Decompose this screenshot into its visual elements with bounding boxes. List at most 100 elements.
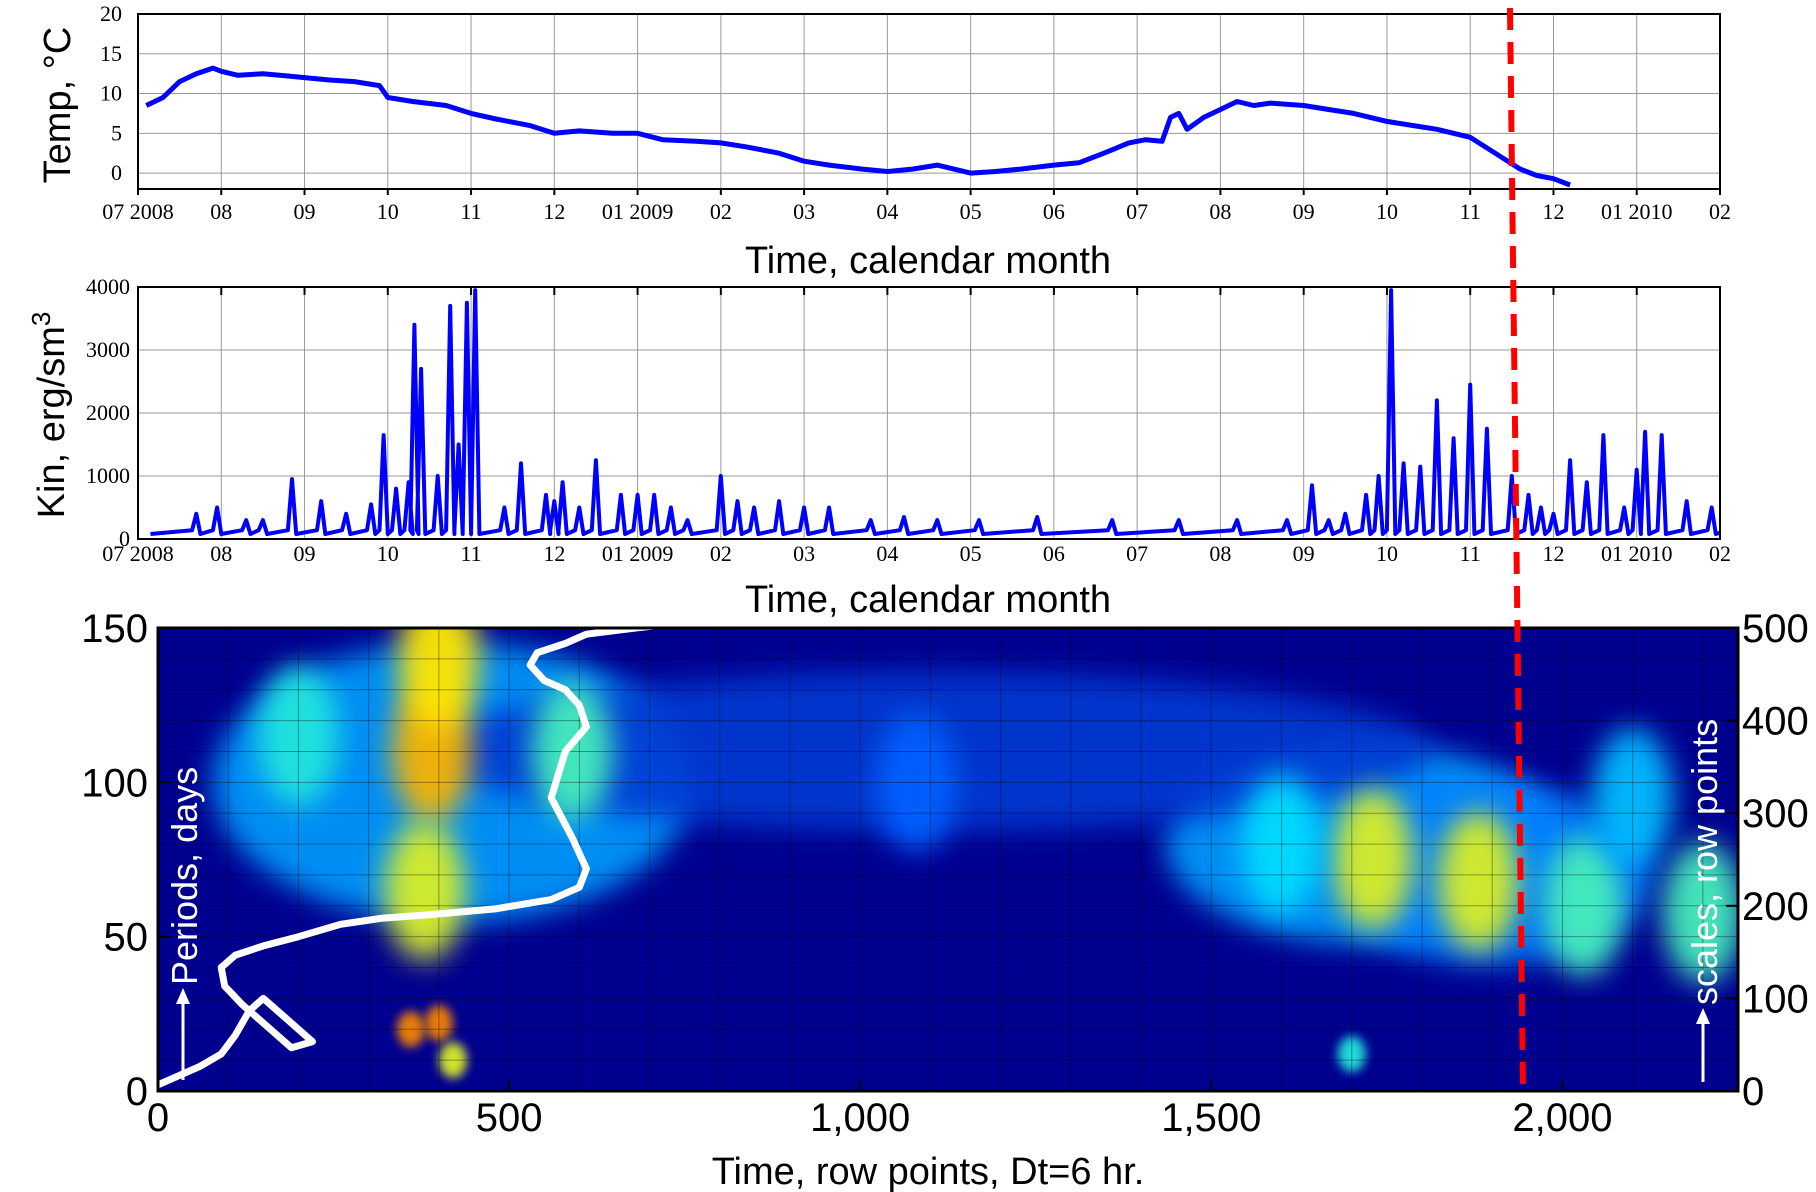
kinetic-x-tick-label: 04 (876, 541, 898, 566)
kinetic-y-axis-label-text: Kin, erg/sm (31, 326, 73, 518)
temperature-series-line (145, 65, 1571, 188)
temperature-x-tick-label: 09 (1293, 199, 1315, 224)
wavelet-hotspots (212, 628, 1738, 1079)
kinetic-x-axis-label: Time, calendar month (745, 579, 1111, 621)
temperature-y-tick-label: 0 (111, 160, 122, 185)
wavelet-left-tick-label: 150 (81, 607, 148, 651)
temperature-x-tick-label: 07 2008 (102, 199, 174, 224)
kinetic-y-axis-label: Kin, erg/sm3 (26, 312, 73, 519)
wavelet-hotspot (876, 712, 957, 853)
temperature-x-tick-label: 10 (377, 199, 399, 224)
temperature-x-tick-label: 05 (960, 199, 982, 224)
wavelet-plot-frame (156, 626, 1740, 1093)
kinetic-x-tick-label: 03 (793, 541, 815, 566)
wavelet-left-y-ticks: 0 50 100 150 (81, 607, 170, 1114)
temperature-x-tick-label: 11 (460, 199, 481, 224)
kinetic-y-tick-label: 0 (119, 526, 130, 551)
temperature-x-tick-label: 03 (793, 199, 815, 224)
temperature-x-tick-label: 01 2009 (602, 199, 674, 224)
temperature-x-tick-label: 08 (1209, 199, 1231, 224)
temperature-x-tick-label: 12 (1542, 199, 1564, 224)
temperature-x-tick-label: 11 (1460, 199, 1481, 224)
kinetic-x-tick-label: 01 2010 (1601, 541, 1673, 566)
kinetic-x-tick-label: 02 (710, 541, 732, 566)
wavelet-hotspot (396, 1011, 425, 1048)
kinetic-x-tick-label: 11 (460, 541, 481, 566)
wavelet-right-y-ticks: 0 100 200 300 400 500 (1726, 607, 1809, 1114)
wavelet-left-tick-label: 100 (81, 761, 148, 805)
temperature-x-tick-label: 09 (294, 199, 316, 224)
temperature-x-axis-label: Time, calendar month (745, 240, 1111, 282)
periods-label: Periods, days (164, 767, 205, 985)
wavelet-hotspot (438, 1042, 467, 1079)
temperature-x-tick-label: 02 (710, 199, 732, 224)
scales-label: scales, row points (1684, 719, 1725, 1005)
temperature-x-tick-label: 12 (543, 199, 565, 224)
kinetic-x-tick-label: 09 (294, 541, 316, 566)
temperature-y-tick-label: 15 (100, 41, 122, 66)
wavelet-right-tick-label: 300 (1742, 792, 1809, 836)
wavelet-right-tick-label: 400 (1742, 700, 1809, 744)
wavelet-hotspot (384, 820, 465, 961)
kinetic-x-tick-label: 08 (1209, 541, 1231, 566)
kinetic-x-tick-label: 02 (1709, 541, 1731, 566)
temperature-y-axis-label: Temp, °C (37, 27, 79, 184)
temperature-y-tick-label: 10 (100, 81, 122, 106)
wavelet-overlay-curve (158, 628, 664, 1089)
wavelet-hotspot (1543, 835, 1624, 976)
kinetic-x-tick-label: 12 (543, 541, 565, 566)
temperature-plot-frame (137, 13, 1721, 190)
kinetic-y-axis-label-sup: 3 (26, 312, 56, 326)
periods-annotation: Periods, days (164, 767, 205, 1080)
wavelet-hotspot (1438, 811, 1519, 952)
kinetic-x-tick-label: 11 (1460, 541, 1481, 566)
scales-annotation: scales, row points (1684, 719, 1725, 1082)
wavelet-left-tick-label: 0 (126, 1070, 148, 1114)
kinetic-x-tick-label: 10 (1376, 541, 1398, 566)
temperature-x-tick-label: 06 (1043, 199, 1065, 224)
wavelet-right-tick-label: 200 (1742, 885, 1809, 929)
kinetic-series-line (150, 288, 1720, 536)
temperature-x-tick-label: 07 (1126, 199, 1148, 224)
wavelet-right-tick-label: 100 (1742, 977, 1809, 1021)
scales-arrow-head-icon (1696, 1008, 1710, 1024)
periods-arrow-head-icon (176, 988, 190, 1004)
kinetic-y-tick-label: 1000 (86, 463, 130, 488)
temperature-x-tick-label: 02 (1709, 199, 1731, 224)
kinetic-y-tick-label: 2000 (86, 400, 130, 425)
kinetic-x-tick-label: 12 (1542, 541, 1564, 566)
wavelet-x-tick-label: 1,000 (810, 1096, 910, 1140)
wavelet-hotspot (424, 1005, 453, 1042)
kinetic-x-tick-label: 08 (210, 541, 232, 566)
kinetic-y-tick-label: 4000 (86, 274, 130, 299)
kinetic-plot-frame (137, 286, 1721, 540)
kinetic-x-tick-label: 10 (377, 541, 399, 566)
kinetic-x-tick-label: 09 (1293, 541, 1315, 566)
temperature-x-tick-label: 04 (876, 199, 898, 224)
temperature-y-tick-label: 5 (111, 120, 122, 145)
temperature-y-ticks: 0 5 10 15 20 (100, 1, 122, 185)
kinetic-x-ticks: 07 2008 08 09 10 11 12 01 2009 02 03 04 05 06 07 08 09… (102, 287, 1731, 566)
wavelet-x-ticks: 0 500 1,000 1,500 2,000 (147, 1081, 1612, 1140)
wavelet-x-tick-label: 1,500 (1161, 1096, 1261, 1140)
kinetic-x-tick-label: 01 2009 (602, 541, 674, 566)
temperature-x-tick-label: 01 2010 (1601, 199, 1673, 224)
kinetic-y-ticks: 0 1000 2000 3000 4000 (86, 274, 130, 551)
kinetic-x-tick-label: 07 2008 (102, 541, 174, 566)
kinetic-y-tick-label: 3000 (86, 337, 130, 362)
temperature-y-tick-label: 20 (100, 1, 122, 26)
wavelet-hotspot (1592, 727, 1673, 868)
wavelet-x-tick-label: 500 (476, 1096, 543, 1140)
temperature-grid (138, 13, 1720, 189)
kinetic-energy-panel: 0 1000 2000 3000 4000 07 2008 08 09 10 11 12 01 20… (26, 274, 1731, 621)
wavelet-panel: 0 50 100 150 0 100 200 300 400 500 0 500 1,000 1,50… (81, 607, 1809, 1192)
wavelet-hotspot (258, 666, 339, 807)
wavelet-right-tick-label: 0 (1742, 1070, 1764, 1114)
wavelet-x-axis-label: Time, row points, Dt=6 hr. (712, 1151, 1145, 1192)
kinetic-x-tick-label: 07 (1126, 541, 1148, 566)
temperature-x-ticks: 07 2008 08 09 10 11 12 01 2009 02 03 04 05 06 07 08 09… (102, 189, 1731, 224)
reference-dashed-line (1507, 7, 1526, 1089)
temperature-x-tick-label: 08 (210, 199, 232, 224)
